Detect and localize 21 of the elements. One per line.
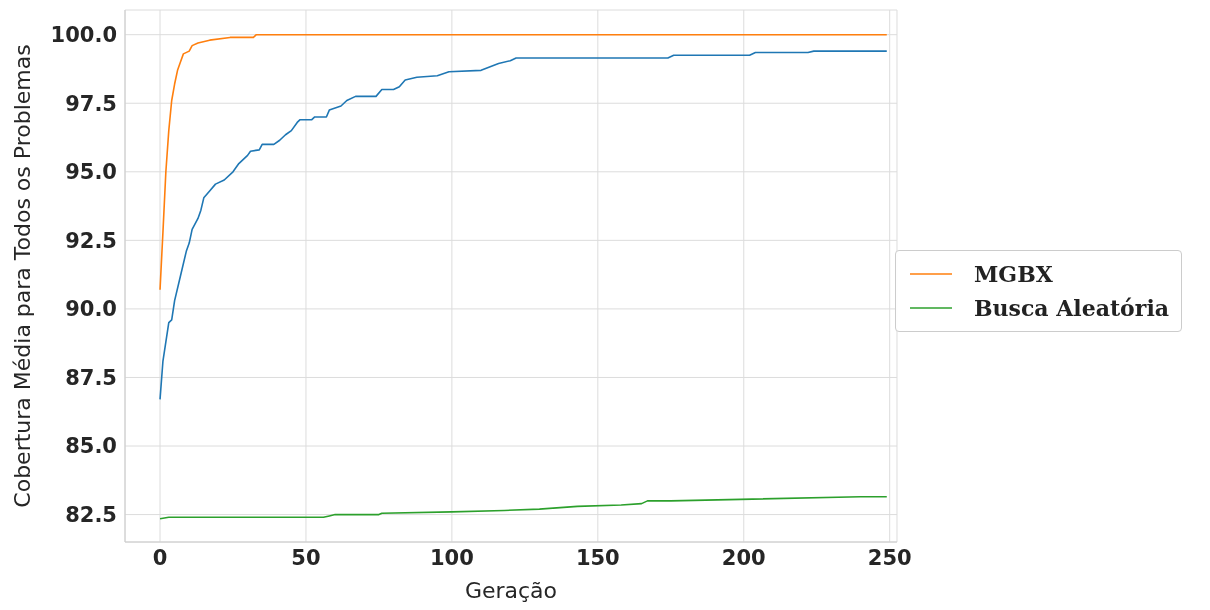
x-tick-label: 50 [291, 545, 321, 570]
y-tick-label: 100.0 [50, 23, 117, 48]
x-axis-title: Geração [464, 578, 558, 603]
y-tick-label: 90.0 [65, 297, 117, 322]
legend-label: Busca Aleatória [973, 295, 1169, 321]
x-tick-label: 200 [721, 545, 766, 570]
line-series [159, 495, 888, 520]
x-tick-label: 150 [575, 545, 620, 570]
x-tick-label: 250 [867, 545, 912, 570]
y-tick-label: 87.5 [65, 365, 117, 390]
line-series [159, 50, 888, 401]
legend-label: MGBX [973, 261, 1053, 287]
line-series [159, 33, 888, 291]
y-tick-label: 82.5 [65, 503, 117, 528]
y-tick-label: 95.0 [65, 160, 117, 185]
x-tick-label: 0 [152, 545, 168, 570]
y-tick-label: 92.5 [65, 228, 117, 253]
y-axis-title: Cobertura Média para Todos os Problemas [9, 44, 35, 508]
y-tick-label: 97.5 [65, 91, 117, 116]
x-tick-label: 100 [429, 545, 474, 570]
y-tick-label: 85.0 [65, 434, 117, 459]
